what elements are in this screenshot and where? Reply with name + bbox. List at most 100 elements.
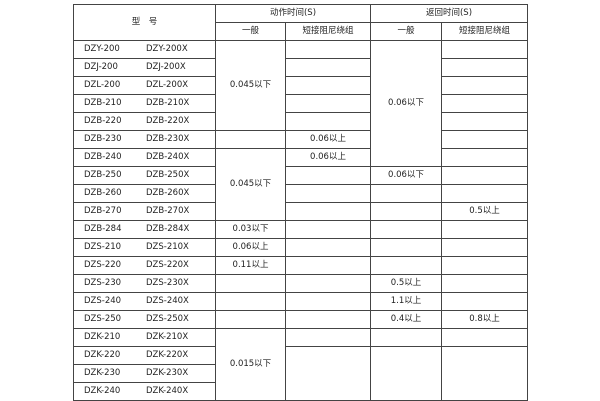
model-name: DZK-240 (84, 386, 121, 396)
model-cell: DZL-200 DZL-200X (73, 76, 216, 95)
header-action-general: 一般 (215, 22, 286, 41)
cell (215, 310, 286, 329)
cell (370, 238, 442, 257)
model-cell: DZK-230 DZK-230X (73, 364, 216, 383)
model-name-x: DZB-250X (146, 170, 190, 180)
model-name: DZB-210 (84, 98, 122, 108)
cell (285, 256, 371, 275)
model-name: DZB-220 (84, 116, 122, 126)
cell (370, 328, 442, 347)
model-name-x: DZJ-200X (146, 62, 186, 72)
cell (285, 292, 371, 311)
cell: 0.5以上 (441, 202, 528, 221)
model-name-x: DZS-220X (146, 260, 189, 270)
model-name: DZB-230 (84, 134, 122, 144)
cell (285, 76, 371, 95)
cell (370, 220, 442, 239)
model-name-x: DZB-240X (146, 152, 190, 162)
model-cell: DZB-270 DZB-270X (73, 202, 216, 221)
cell (441, 328, 528, 347)
cell: 0.03以下 (215, 220, 286, 239)
model-name-x: DZB-284X (146, 224, 190, 234)
cell (441, 58, 528, 77)
model-name-x: DZB-270X (146, 206, 190, 216)
cell (441, 274, 528, 293)
model-name-x: DZS-230X (146, 278, 189, 288)
model-cell: DZS-210 DZS-210X (73, 238, 216, 257)
header-action-short: 短接阻尼绕组 (285, 22, 371, 41)
model-name: DZB-250 (84, 170, 122, 180)
relay-timing-table: 型 号 动作时间(S) 返回时间(S) 一般 短接阻尼绕组 一般 短接阻尼绕组 … (73, 4, 528, 401)
cell: 0.06以上 (285, 130, 371, 149)
model-name-x: DZK-210X (146, 332, 189, 342)
cell (441, 292, 528, 311)
model-name-x: DZS-210X (146, 242, 189, 252)
cell: 0.015以下 (215, 328, 286, 401)
cell (285, 184, 371, 203)
cell: 0.11以上 (215, 256, 286, 275)
model-name: DZL-200 (84, 80, 121, 90)
model-cell: DZS-250 DZS-250X (73, 310, 216, 329)
model-cell: DZS-230 DZS-230X (73, 274, 216, 293)
model-cell: DZK-220 DZK-220X (73, 346, 216, 365)
model-name: DZB-284 (84, 224, 122, 234)
cell (441, 166, 528, 185)
model-cell: DZJ-200 DZJ-200X (73, 58, 216, 77)
cell (215, 274, 286, 293)
cell (441, 112, 528, 131)
cell (441, 76, 528, 95)
model-name: DZB-260 (84, 188, 122, 198)
cell (370, 346, 442, 401)
cell: 1.1以上 (370, 292, 442, 311)
cell (285, 274, 371, 293)
model-name-x: DZK-220X (146, 350, 189, 360)
model-cell: DZS-240 DZS-240X (73, 292, 216, 311)
cell (285, 238, 371, 257)
header-return-short: 短接阻尼绕组 (441, 22, 528, 41)
cell: 0.06以下 (370, 166, 442, 185)
cell (441, 94, 528, 113)
model-cell: DZB-250 DZB-250X (73, 166, 216, 185)
cell (441, 184, 528, 203)
cell: 0.06以上 (285, 148, 371, 167)
model-cell: DZB-230 DZB-230X (73, 130, 216, 149)
cell: 0.045以下 (215, 148, 286, 221)
model-cell: DZB-220 DZB-220X (73, 112, 216, 131)
cell: 0.5以上 (370, 274, 442, 293)
model-name-x: DZB-230X (146, 134, 190, 144)
model-name: DZK-230 (84, 368, 121, 378)
model-name: DZS-230 (84, 278, 122, 288)
header-model: 型 号 (73, 4, 216, 41)
model-cell: DZY-200 DZY-200X (73, 40, 216, 59)
model-name-x: DZL-200X (146, 80, 189, 90)
cell: 0.06以上 (215, 238, 286, 257)
model-name: DZB-270 (84, 206, 122, 216)
model-name-x: DZK-240X (146, 386, 189, 396)
cell: 0.045以下 (215, 40, 286, 131)
model-cell: DZB-210 DZB-210X (73, 94, 216, 113)
cell: 0.4以上 (370, 310, 442, 329)
model-cell: DZB-240 DZB-240X (73, 148, 216, 167)
model-name: DZB-240 (84, 152, 122, 162)
cell (285, 40, 371, 59)
cell (441, 346, 528, 401)
cell (285, 112, 371, 131)
model-name: DZS-210 (84, 242, 122, 252)
cell (215, 292, 286, 311)
cell (285, 346, 371, 401)
model-name-x: DZB-210X (146, 98, 190, 108)
model-name-x: DZS-240X (146, 296, 189, 306)
cell (285, 202, 371, 221)
model-name: DZY-200 (84, 44, 120, 54)
header-return-time: 返回时间(S) (370, 4, 528, 23)
cell (285, 58, 371, 77)
header-return-general: 一般 (370, 22, 442, 41)
model-cell: DZB-284 DZB-284X (73, 220, 216, 239)
cell: 0.8以上 (441, 310, 528, 329)
cell (441, 40, 528, 59)
cell (370, 202, 442, 221)
model-name-x: DZB-220X (146, 116, 190, 126)
header-action-time: 动作时间(S) (215, 4, 371, 23)
model-name-x: DZY-200X (146, 44, 188, 54)
cell (441, 130, 528, 149)
